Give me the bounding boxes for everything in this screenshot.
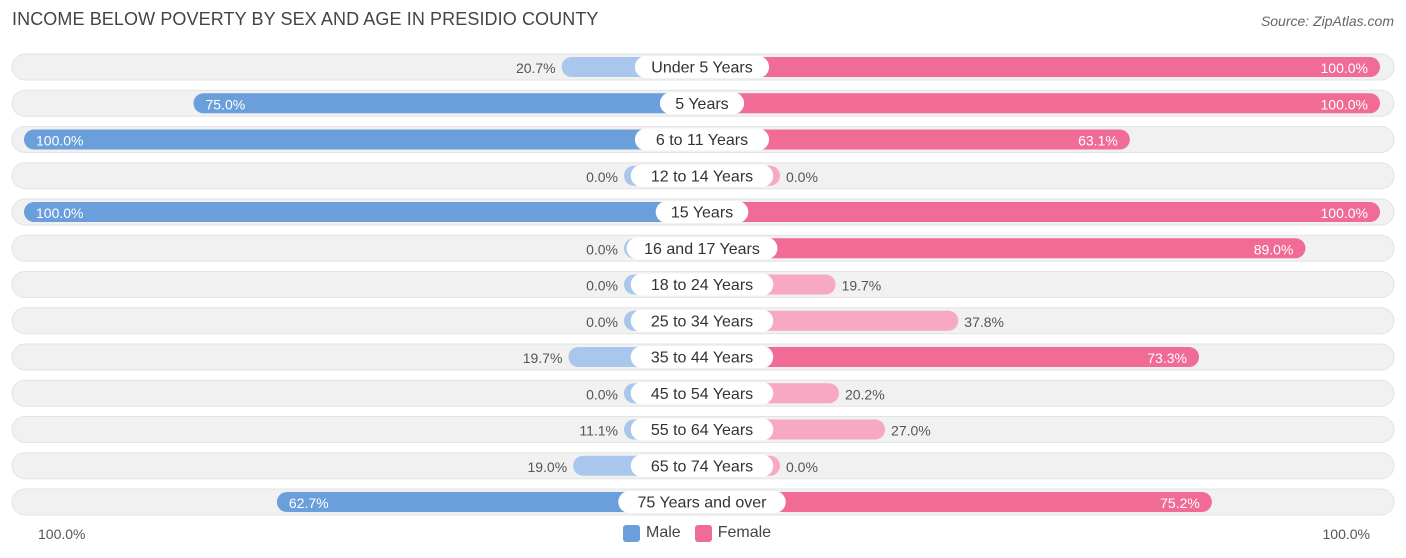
value-label-female: 100.0% xyxy=(1321,60,1368,76)
value-label-female: 0.0% xyxy=(786,459,818,475)
value-label-female: 100.0% xyxy=(1321,96,1368,112)
axis-label-right: 100.0% xyxy=(1322,526,1370,542)
bar-female xyxy=(702,347,1199,367)
value-label-female: 100.0% xyxy=(1321,205,1368,221)
category-pill xyxy=(618,491,786,513)
value-label-male: 20.7% xyxy=(516,60,556,76)
legend-items: Male Female xyxy=(623,524,785,542)
value-label-female: 89.0% xyxy=(1254,241,1294,257)
value-label-male: 0.0% xyxy=(586,241,618,257)
value-label-female: 0.0% xyxy=(786,169,818,185)
value-label-female: 63.1% xyxy=(1078,133,1118,149)
category-pill xyxy=(630,382,774,405)
value-label-male: 100.0% xyxy=(36,133,83,149)
category-label: 5 Years xyxy=(675,96,728,113)
category-label: Under 5 Years xyxy=(651,60,752,77)
value-label-male: 11.1% xyxy=(579,423,618,439)
value-label-male: 100.0% xyxy=(36,205,83,221)
category-label: 15 Years xyxy=(671,205,733,222)
diverging-bar-chart: Under 5 Years 20.7% 100.0% 5 Years 75.0% 100.… xyxy=(11,53,1395,516)
category-pill xyxy=(630,273,774,296)
value-label-female: 20.2% xyxy=(845,386,885,402)
bar-female xyxy=(702,202,1380,222)
category-pill xyxy=(630,346,774,368)
bar-female xyxy=(702,129,1130,150)
value-label-male: 75.0% xyxy=(206,96,246,112)
bar-female xyxy=(702,238,1306,259)
category-label: 55 to 64 Years xyxy=(651,422,753,439)
value-label-male: 0.0% xyxy=(586,169,618,185)
category-label: 35 to 44 Years xyxy=(651,350,753,367)
category-pill xyxy=(634,56,770,78)
category-pill xyxy=(630,454,774,477)
legend-item-female: Female xyxy=(694,524,772,542)
value-label-female: 75.2% xyxy=(1160,495,1200,511)
category-pill xyxy=(659,92,745,115)
value-label-male: 0.0% xyxy=(586,314,618,330)
bar-male xyxy=(193,93,702,114)
category-label: 16 and 17 Years xyxy=(644,241,760,258)
value-label-female: 27.0% xyxy=(891,423,931,439)
value-label-male: 19.0% xyxy=(527,459,567,475)
category-label: 75 Years and over xyxy=(638,495,768,512)
category-label: 12 to 14 Years xyxy=(651,168,753,185)
bar-male xyxy=(276,492,702,512)
category-pill xyxy=(634,128,770,151)
value-label-female: 37.8% xyxy=(964,314,1004,330)
category-label: 65 to 74 Years xyxy=(651,458,753,475)
value-label-male: 62.7% xyxy=(289,495,329,511)
chart-title: INCOME BELOW POVERTY BY SEX AND AGE IN P… xyxy=(12,9,599,29)
category-label: 25 to 34 Years xyxy=(651,313,753,330)
bar-male xyxy=(24,202,702,222)
legend-item-male: Male xyxy=(623,524,681,542)
bar-female xyxy=(702,492,1212,512)
bar-female xyxy=(702,57,1380,77)
category-pill xyxy=(655,201,749,223)
category-pill xyxy=(630,309,774,332)
legend: 100.0% Male Female 100.0% xyxy=(0,522,1406,546)
category-pill xyxy=(630,164,774,187)
legend-label-female: Female xyxy=(717,524,772,541)
bar-female xyxy=(702,93,1380,114)
source-attribution: Source: ZipAtlas.com xyxy=(1260,13,1394,29)
bar-male xyxy=(24,129,702,150)
category-pill xyxy=(630,418,774,441)
category-label: 6 to 11 Years xyxy=(656,132,748,149)
value-label-male: 19.7% xyxy=(523,350,563,366)
value-label-male: 0.0% xyxy=(586,278,618,294)
axis-label-left: 100.0% xyxy=(38,526,86,542)
legend-swatch-female xyxy=(694,524,712,542)
category-pill xyxy=(626,237,778,260)
legend-label-male: Male xyxy=(646,524,681,541)
value-label-female: 19.7% xyxy=(842,278,882,294)
category-label: 18 to 24 Years xyxy=(651,277,753,294)
value-label-male: 0.0% xyxy=(586,386,618,402)
category-label: 45 to 54 Years xyxy=(651,386,753,403)
legend-swatch-male xyxy=(623,524,640,542)
value-label-female: 73.3% xyxy=(1147,350,1187,366)
